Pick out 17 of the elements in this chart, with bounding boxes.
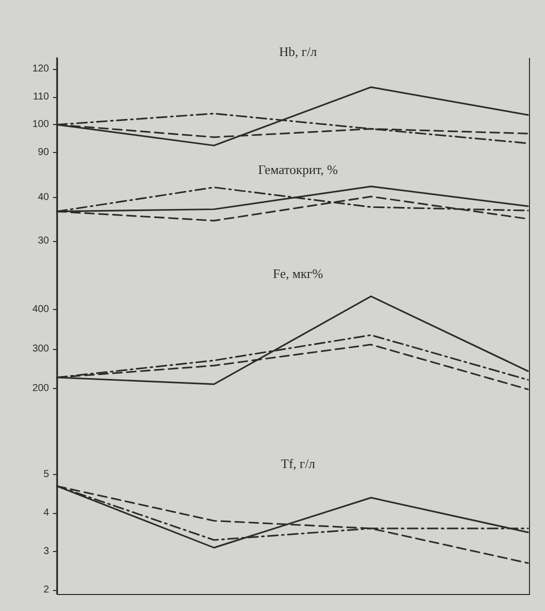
y-tick-label: 5	[43, 469, 50, 480]
y-tick-label: 200	[32, 383, 50, 394]
y-tick-label: 110	[33, 91, 50, 102]
y-tick-label: 4	[43, 508, 50, 519]
y-tick-label: 100	[32, 119, 50, 130]
text: Tf, г/л	[280, 456, 316, 471]
chart-title: Гематокрит, %	[258, 162, 338, 177]
y-tick-label: 120	[32, 64, 50, 75]
y-tick-label: 3	[43, 546, 50, 558]
y-tick-label: 40	[38, 192, 50, 203]
y-tick-label: 90	[38, 146, 50, 158]
y-tick-label: 30	[38, 236, 50, 247]
text: Fe, мкг%	[272, 266, 324, 281]
y-tick-label: 300	[32, 343, 50, 354]
y-tick-label: 2	[43, 584, 50, 596]
y-tick-label: 400	[32, 304, 50, 315]
chart-title: Hb, г/л	[279, 44, 318, 59]
